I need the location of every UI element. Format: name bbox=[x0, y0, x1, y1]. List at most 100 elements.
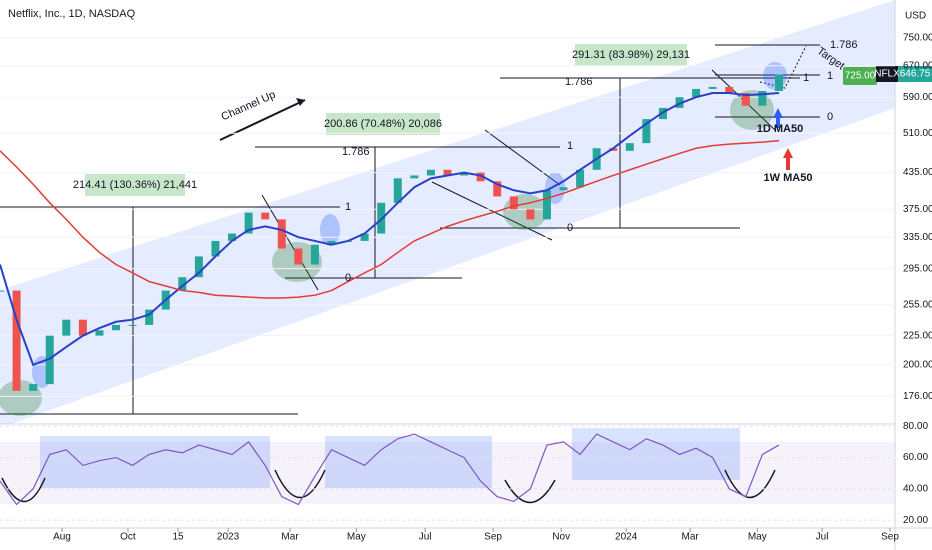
annotation: 200.86 (70.48%) 20,086 bbox=[324, 118, 442, 130]
x-tick-label: 15 bbox=[172, 532, 184, 543]
price-badge: 646.75 bbox=[900, 69, 931, 80]
candle bbox=[95, 330, 104, 336]
candle bbox=[741, 93, 750, 106]
candle bbox=[178, 277, 187, 291]
candle bbox=[261, 212, 270, 220]
candle bbox=[410, 175, 419, 179]
candle bbox=[228, 233, 237, 241]
price-badge: 725.00 bbox=[845, 71, 876, 82]
x-tick-label: May bbox=[748, 532, 767, 543]
fib: 0 bbox=[345, 272, 351, 284]
candle bbox=[758, 90, 767, 106]
candle bbox=[542, 190, 551, 220]
y-tick-label: 510.00 bbox=[903, 128, 932, 139]
fib: 1 bbox=[345, 201, 351, 213]
title: Netflix, Inc., 1D, NASDAQ bbox=[8, 8, 136, 20]
y-tick-label: 435.00 bbox=[903, 167, 932, 178]
candle bbox=[443, 169, 452, 176]
rsi-panel: 80.00 60.00 40.00 20.00 bbox=[0, 421, 928, 526]
ma-line bbox=[0, 139, 780, 299]
label: 1D MA50 bbox=[757, 123, 803, 135]
fib: 1.786 bbox=[342, 146, 370, 158]
fib: 1.786 bbox=[565, 76, 593, 88]
candle bbox=[476, 172, 485, 182]
y-tick-label: 20.00 bbox=[903, 515, 928, 526]
candle bbox=[526, 209, 535, 220]
candle bbox=[277, 219, 286, 249]
candle bbox=[460, 172, 469, 176]
x-tick-label: Sep bbox=[484, 532, 502, 543]
x-tick-label: 2024 bbox=[615, 532, 638, 543]
x-tick-label: 2023 bbox=[217, 532, 240, 543]
y-tick-label: 750.00 bbox=[903, 32, 932, 43]
fib: 0 bbox=[567, 222, 573, 234]
y-tick-label: 375.00 bbox=[903, 204, 932, 215]
candle bbox=[426, 169, 435, 176]
rsi-line bbox=[0, 433, 780, 506]
candle bbox=[559, 187, 568, 191]
candle bbox=[774, 74, 783, 91]
candle bbox=[294, 248, 303, 265]
y-tick-label: 60.00 bbox=[903, 452, 928, 463]
y-tick-label: 176.00 bbox=[903, 391, 932, 402]
currency: USD bbox=[905, 11, 926, 22]
fib: 1 bbox=[827, 70, 833, 82]
candle bbox=[642, 119, 651, 144]
candle bbox=[78, 319, 87, 336]
annotation: 214.41 (130.36%) 21,441 bbox=[73, 179, 197, 191]
fib: 0 bbox=[827, 111, 833, 123]
candle bbox=[211, 240, 220, 257]
fib: 1.786 bbox=[830, 39, 858, 51]
x-tick-label: May bbox=[347, 532, 366, 543]
label: 1W MA50 bbox=[764, 172, 813, 184]
candle bbox=[62, 319, 71, 336]
y-tick-label: 225.00 bbox=[903, 330, 932, 341]
annotation: Channel Up bbox=[220, 89, 278, 124]
candle bbox=[194, 256, 203, 278]
candle bbox=[310, 244, 319, 265]
candle bbox=[625, 143, 634, 151]
fib: 1 bbox=[567, 140, 573, 152]
y-tick-label: 80.00 bbox=[903, 421, 928, 432]
candle bbox=[576, 169, 585, 188]
y-tick-label: 200.00 bbox=[903, 359, 932, 370]
candle bbox=[327, 240, 336, 245]
ma-line bbox=[0, 92, 780, 367]
candle bbox=[393, 178, 402, 203]
candle bbox=[360, 233, 369, 241]
y-tick-label: 40.00 bbox=[903, 484, 928, 495]
candle bbox=[244, 212, 253, 234]
candle bbox=[0, 290, 4, 292]
candle bbox=[708, 86, 717, 89]
candle bbox=[725, 86, 734, 94]
x-tick-label: Mar bbox=[682, 532, 700, 543]
candle bbox=[12, 290, 21, 391]
candle bbox=[509, 196, 518, 210]
x-tick-label: Mar bbox=[281, 532, 299, 543]
candle bbox=[692, 88, 701, 98]
y-tick-label: 590.00 bbox=[903, 92, 932, 103]
candle bbox=[112, 324, 121, 331]
symbol-badge: NFLX bbox=[874, 69, 900, 80]
candle bbox=[493, 181, 502, 197]
candle bbox=[128, 324, 137, 326]
x-tick-label: Nov bbox=[552, 532, 570, 543]
candle bbox=[145, 309, 154, 325]
x-tick-label: Oct bbox=[120, 532, 136, 543]
candle bbox=[29, 384, 38, 391]
candle bbox=[45, 335, 54, 385]
fib: 1 bbox=[803, 72, 809, 84]
price-panel: 750.00 670.00 590.00 510.00 435.00 375.00 335.… bbox=[0, 32, 932, 543]
candle bbox=[609, 148, 618, 151]
x-tick-label: Aug bbox=[53, 532, 71, 543]
x-tick-label: Jul bbox=[419, 532, 432, 543]
x-tick-label: Jul bbox=[816, 532, 829, 543]
x-tick-label: Sep bbox=[881, 532, 899, 543]
y-tick-label: 335.00 bbox=[903, 232, 932, 243]
y-tick-label: 255.00 bbox=[903, 299, 932, 310]
y-tick-label: 670.00 bbox=[903, 60, 932, 71]
y-tick-label: 295.00 bbox=[903, 263, 932, 274]
annotation: 291.31 (83.98%) 29,131 bbox=[572, 49, 690, 61]
